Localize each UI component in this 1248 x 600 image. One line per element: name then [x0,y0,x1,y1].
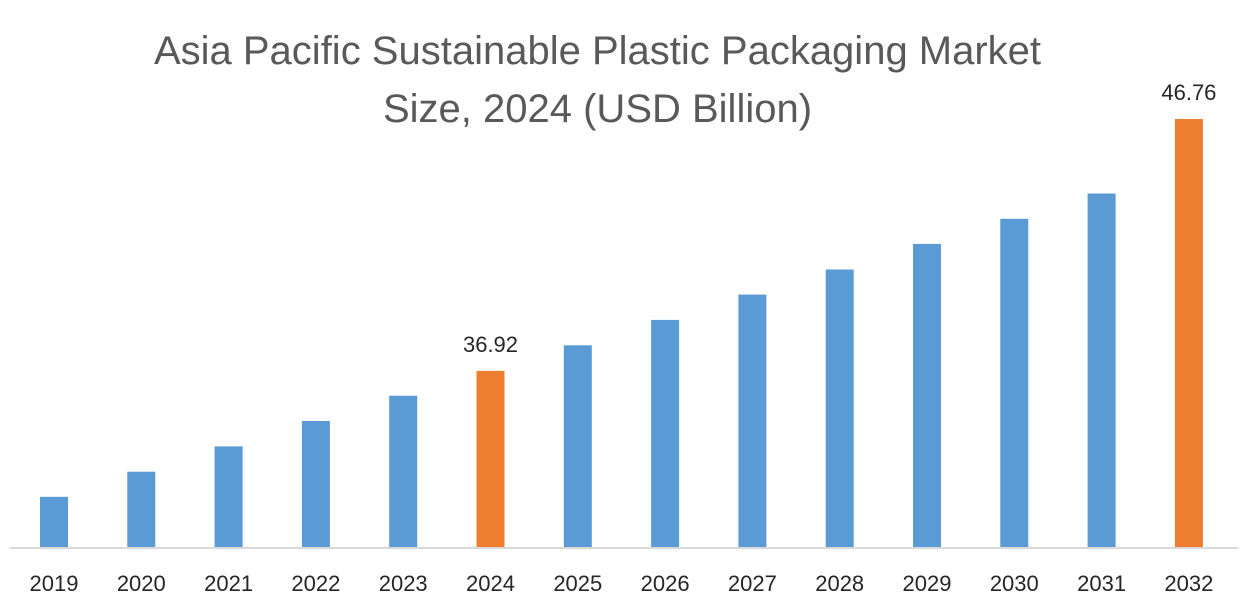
x-tick-label-2021: 2021 [204,571,253,596]
bar-2030 [1000,218,1029,549]
data-label-2032: 46.76 [1161,80,1216,105]
bar-2023 [389,395,418,548]
chart-title: Asia Pacific Sustainable Plastic Packagi… [0,22,1195,138]
chart-title-line-1: Asia Pacific Sustainable Plastic Packagi… [153,29,1042,73]
bar-2024 [476,370,505,548]
x-tick-label-2032: 2032 [1164,571,1213,596]
bar-2028 [825,269,854,548]
x-tick-label-2031: 2031 [1077,571,1126,596]
x-tick-label-2030: 2030 [990,571,1039,596]
x-tick-label-2026: 2026 [641,571,690,596]
bar-2025 [563,345,592,548]
x-tick-label-2029: 2029 [903,571,952,596]
x-tick-label-2020: 2020 [117,571,166,596]
x-tick-label-2027: 2027 [728,571,777,596]
x-tick-label-2025: 2025 [553,571,602,596]
bar-2032 [1174,119,1203,548]
bar-2021 [214,446,243,548]
bar-2031 [1087,193,1116,548]
bar-2022 [301,421,330,548]
bars-layer [40,119,1203,549]
bar-2020 [127,471,156,548]
bar-2029 [913,243,941,548]
bar-2027 [738,294,767,548]
bar-2026 [651,319,680,548]
data-label-2024: 36.92 [463,332,518,357]
x-tick-label-2028: 2028 [815,571,864,596]
x-tick-label-2023: 2023 [379,571,428,596]
chart-title-line-2: Size, 2024 (USD Billion) [382,87,813,131]
x-tick-label-2022: 2022 [291,571,340,596]
x-tick-label-2024: 2024 [466,571,515,596]
x-tick-label-2019: 2019 [30,571,79,596]
labels-layer: 2019 2020 2021 2022 2023 2024 2025 2026 2027 2028… [30,80,1217,596]
bar-2019 [40,496,68,548]
